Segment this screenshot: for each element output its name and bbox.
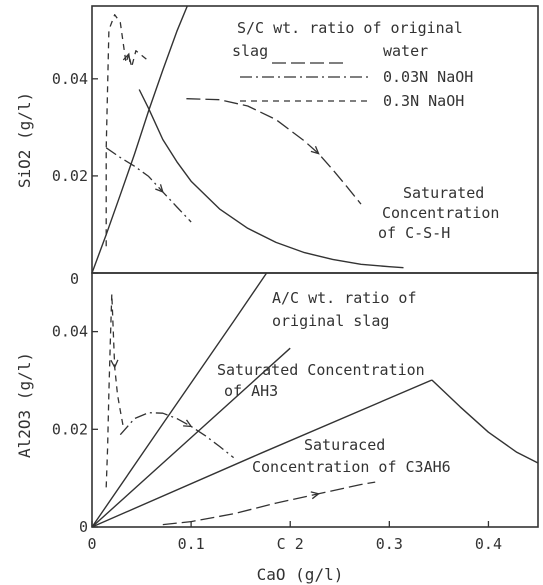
csh-annotation-line2: Concentration [382, 204, 499, 222]
bottom-plot: 0 0.02 0.04 0 0.1 C 2 0.3 0.4 [52, 272, 539, 553]
xtick-label: 0.3 [376, 535, 403, 553]
top-plot: 0.02 0.04 [52, 5, 404, 274]
top-ylabel: SiO2 (g/l) [15, 92, 34, 188]
legend-label-0.03n-naoh: 0.03N NaOH [383, 68, 473, 86]
top-series-saturated-concentration-of-c-s-h [138, 89, 404, 269]
top-legend-title-line1: S/C wt. ratio of original [237, 19, 463, 37]
csh-annotation-line1: Saturated [403, 184, 484, 202]
bottom-arrowhead-0.03n-naoh [183, 419, 193, 428]
top-ytick-zero-label: 0 [70, 270, 79, 288]
bottom-ytick-label: 0 [79, 518, 88, 536]
xtick-label: C 2 [277, 535, 304, 553]
bottom-ytick-label: 0.04 [52, 323, 88, 341]
top-series-s-c-ratio-line [91, 5, 188, 274]
top-arrowhead-0.3n-naoh [122, 52, 131, 63]
c3ah6-annotation-line1: Saturaced [304, 436, 385, 454]
bottom-xlabel: CaO (g/l) [257, 565, 344, 584]
bottom-series-a-c-ratio-line-mid [91, 347, 291, 528]
xtick-label: 0 [87, 535, 96, 553]
bottom-series-a-c-ratio-line-low [91, 379, 433, 528]
ah3-annotation-line2: of AH3 [224, 382, 278, 400]
bottom-arrowhead-water [310, 491, 321, 500]
bottom-ylabel: Al2O3 (g/l) [15, 352, 34, 458]
xtick-label: 0.1 [178, 535, 205, 553]
legend-label-0.3n-naoh: 0.3N NaOH [383, 92, 464, 110]
bottom-series-water [162, 481, 376, 526]
bottom-ytick-label: 0.02 [52, 420, 88, 438]
top-series-water [186, 98, 362, 205]
c3ah6-annotation-line2: Concentration of C3AH6 [252, 458, 451, 476]
ah3-annotation-line1: Saturated Concentration [217, 361, 425, 379]
bottom-series-a-c-ratio-line-steep [91, 272, 268, 528]
legend-label-water: water [383, 42, 428, 60]
top-legend-title-line2: slag [232, 42, 268, 60]
top-ytick-label: 0.04 [52, 70, 88, 88]
xtick-label: 0.4 [475, 535, 502, 553]
top-series-0.3n-naoh [105, 14, 150, 247]
top-plot-frame [91, 5, 539, 274]
bottom-arrowhead-0.3n-naoh [110, 359, 119, 369]
bottom-legend-title-line2: original slag [272, 312, 389, 330]
top-ytick-label: 0.02 [52, 167, 88, 185]
bottom-legend-title-line1: A/C wt. ratio of [272, 289, 417, 307]
top-arrowhead-water [310, 145, 320, 155]
top-arrowhead-0.03n-naoh [155, 184, 164, 193]
bottom-series-0.03n-naoh [119, 412, 235, 459]
bottom-series-0.3n-naoh [105, 293, 124, 488]
bottom-plot-frame [91, 272, 539, 528]
top-series-0.03n-naoh [105, 147, 192, 223]
csh-annotation-line3: of C-S-H [378, 224, 450, 242]
bottom-series-saturated-concentration-of-c3ah6 [431, 379, 539, 464]
